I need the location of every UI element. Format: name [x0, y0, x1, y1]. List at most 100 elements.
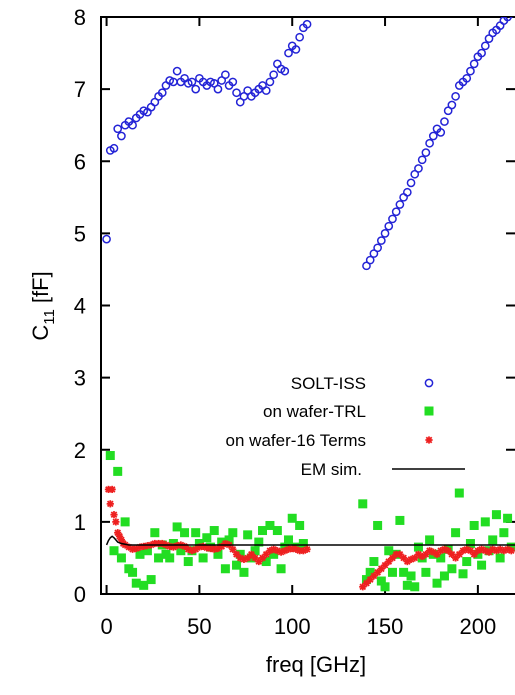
- data-point: [191, 528, 200, 537]
- x-tick-label: 100: [274, 614, 311, 639]
- data-point: [277, 564, 286, 573]
- series-on-wafer-16-terms: [105, 486, 515, 591]
- data-point: [426, 140, 433, 147]
- data-point: [222, 71, 229, 78]
- data-point: [381, 230, 388, 237]
- data-point: [303, 546, 310, 553]
- data-point: [266, 78, 273, 85]
- y-tick-label: 3: [74, 366, 86, 391]
- data-point: [285, 49, 292, 56]
- y-axis-label-sub: 11: [41, 309, 58, 325]
- legend-item: EM sim.: [301, 460, 465, 479]
- y-tick-label: 5: [74, 221, 86, 246]
- data-point: [404, 189, 411, 196]
- data-point: [210, 526, 219, 535]
- data-point: [147, 575, 156, 584]
- data-point: [103, 236, 110, 243]
- data-point: [373, 521, 382, 530]
- data-point: [396, 201, 403, 208]
- data-point: [388, 568, 397, 577]
- data-point: [470, 521, 479, 530]
- data-point: [419, 156, 426, 163]
- data-point: [114, 125, 121, 132]
- legend-item: SOLT-ISS: [291, 374, 433, 393]
- data-point: [109, 486, 116, 493]
- data-point: [239, 568, 248, 577]
- data-point: [233, 89, 240, 96]
- data-point: [503, 514, 512, 523]
- y-axis-label: C11 [fF]: [28, 271, 58, 340]
- data-point: [410, 582, 419, 591]
- data-point: [214, 86, 221, 93]
- plot-border: [101, 17, 515, 594]
- data-point: [459, 569, 468, 578]
- data-point: [174, 67, 181, 74]
- x-tick-label: 50: [187, 614, 211, 639]
- data-point: [263, 87, 270, 94]
- legend-sample: [425, 436, 432, 443]
- data-point: [221, 564, 230, 573]
- data-point: [180, 528, 189, 537]
- data-point: [110, 511, 117, 518]
- data-point: [243, 530, 252, 539]
- data-point: [117, 553, 126, 562]
- data-point: [499, 528, 508, 537]
- data-point: [467, 67, 474, 74]
- data-point: [496, 553, 505, 562]
- legend: SOLT-ISS on wafer-TRL on wafer-16 Terms EM …: [226, 374, 465, 479]
- x-axis-label: freq [GHz]: [266, 652, 366, 677]
- data-point: [425, 535, 434, 544]
- x-tick-label: 0: [100, 614, 112, 639]
- data-point: [471, 60, 478, 67]
- data-point: [228, 528, 237, 537]
- legend-label: on wafer-16 Terms: [226, 431, 366, 450]
- data-point: [229, 546, 236, 553]
- y-tick-label: 7: [74, 77, 86, 102]
- data-point: [492, 510, 501, 519]
- data-point: [192, 86, 199, 93]
- data-point: [273, 526, 282, 535]
- data-point: [296, 34, 303, 41]
- data-point: [184, 557, 193, 566]
- x-tick-label: 200: [460, 614, 497, 639]
- data-point: [107, 500, 114, 507]
- data-point: [395, 516, 404, 525]
- data-point: [128, 568, 137, 577]
- data-point: [488, 535, 497, 544]
- data-point: [106, 451, 115, 460]
- y-tick-label: 2: [74, 438, 86, 463]
- data-point: [121, 517, 130, 526]
- y-tick-label: 8: [74, 5, 86, 30]
- data-point: [148, 104, 155, 111]
- y-axis-label-unit: [fF]: [28, 271, 53, 309]
- data-point: [113, 467, 122, 476]
- plot-frame: [101, 17, 515, 594]
- data-point: [430, 132, 437, 139]
- data-point: [358, 499, 367, 508]
- legend-sample: [425, 407, 434, 416]
- data-point: [150, 528, 159, 537]
- data-point: [199, 553, 208, 562]
- data-point: [389, 215, 396, 222]
- data-point: [508, 10, 515, 17]
- data-point: [393, 208, 400, 215]
- data-point: [422, 149, 429, 156]
- data-point: [508, 547, 515, 554]
- data-point: [369, 557, 378, 566]
- data-point: [118, 132, 125, 139]
- data-point: [112, 518, 119, 525]
- data-point: [400, 194, 407, 201]
- data-point: [270, 71, 277, 78]
- data-point: [407, 571, 416, 580]
- y-tick-label: 6: [74, 149, 86, 174]
- data-point: [378, 237, 385, 244]
- data-point: [448, 101, 455, 108]
- series-layer: [103, 10, 515, 591]
- data-point: [295, 521, 304, 530]
- data-point: [415, 165, 422, 172]
- legend-label: on wafer-TRL: [263, 402, 366, 421]
- data-point: [274, 60, 281, 67]
- data-point: [462, 557, 471, 566]
- data-point: [452, 93, 459, 100]
